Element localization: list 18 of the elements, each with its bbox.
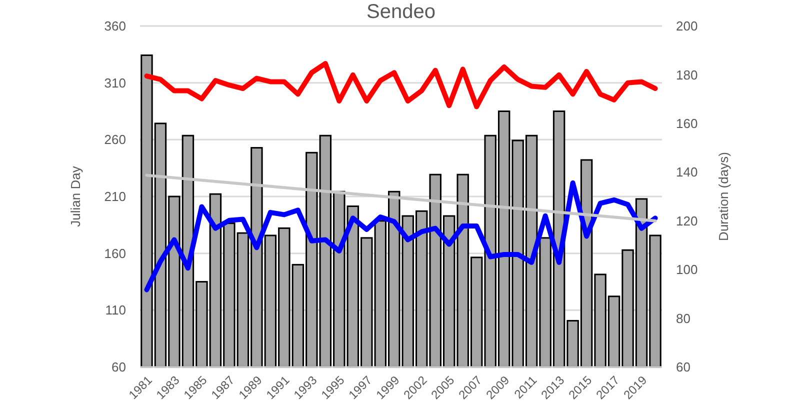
- chart-title: Sendeo: [366, 1, 436, 23]
- y-tick-label: 60: [112, 360, 126, 375]
- y2-tick-label: 80: [676, 310, 690, 326]
- y-axis-title: Julian Day: [68, 166, 83, 227]
- y-tick-label: 360: [104, 18, 126, 34]
- y-tick-label: 260: [104, 132, 126, 148]
- y-tick-label: 210: [104, 189, 126, 204]
- y2-tick-label: 140: [676, 164, 698, 180]
- y2-tick-label: 200: [676, 18, 698, 34]
- y2-tick-label: 180: [676, 67, 698, 82]
- y-tick-label: 110: [105, 302, 126, 318]
- y-tick-label: 160: [104, 246, 126, 261]
- y2-axis-title: Duration (days): [716, 152, 731, 241]
- y-tick-label: 310: [104, 75, 126, 90]
- y2-tick-label: 100: [676, 262, 698, 278]
- y2-tick-label: 60: [676, 360, 690, 375]
- y2-tick-label: 160: [676, 116, 698, 131]
- y2-tick-label: 120: [676, 213, 698, 228]
